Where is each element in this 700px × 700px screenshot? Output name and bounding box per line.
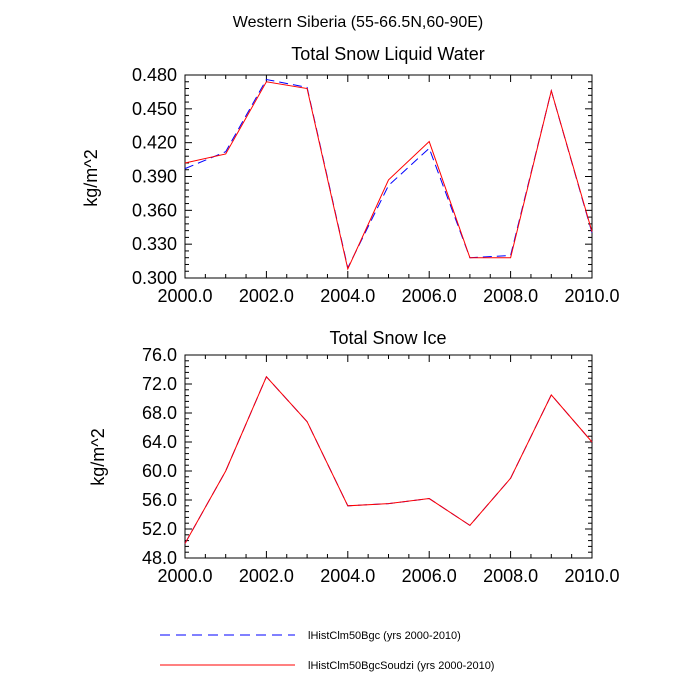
y-tick-label: 0.480 [132,65,177,85]
y-axis-label: kg/m^2 [88,428,108,485]
y-tick-label: 0.450 [132,99,177,119]
x-tick-label: 2002.0 [239,566,294,586]
x-tick-label: 2000.0 [157,566,212,586]
panel-snow-ice: Total Snow Ice kg/m^2 2000.0 2002.0 2004.0… [88,328,620,586]
chart-title: Total Snow Liquid Water [291,44,484,64]
series-line-dashed-blue [184,375,593,544]
plot-frame [184,74,593,279]
y-tick-label: 52.0 [142,519,177,539]
x-tick-label: 2010.0 [564,286,619,306]
legend: lHistClm50Bgc (yrs 2000-2010) lHistClm50… [160,630,494,672]
x-tick-label: 2006.0 [402,286,457,306]
x-tick-label: 2008.0 [483,566,538,586]
y-tick-label: 0.360 [132,200,177,220]
y-tick-label: 72.0 [142,374,177,394]
x-tick-label: 2010.0 [564,566,619,586]
y-axis-label: kg/m^2 [81,149,101,206]
y-tick-label: 64.0 [142,432,177,452]
legend-entry: lHistClm50Bgc (yrs 2000-2010) [308,630,461,642]
y-tick-label: 0.330 [132,234,177,254]
series-line-solid-red [184,81,593,271]
y-tick-label: 76.0 [142,345,177,365]
y-tick-label: 0.390 [132,167,177,187]
x-tick-label: 2000.0 [157,286,212,306]
chart-title: Total Snow Ice [329,328,446,348]
x-tick-label: 2002.0 [239,286,294,306]
figure-title: Western Siberia (55-66.5N,60-90E) [233,14,484,31]
y-tick-label: 68.0 [142,403,177,423]
legend-entry: lHistClm50BgcSoudzi (yrs 2000-2010) [308,660,494,672]
series-line-solid-red [184,375,593,544]
y-tick-label: 60.0 [142,461,177,481]
panel-snow-liquid-water: Total Snow Liquid Water kg/m^2 2000.0 200… [81,44,620,306]
y-tick-label: 56.0 [142,490,177,510]
plot-frame [184,354,593,559]
y-tick-label: 0.300 [132,268,177,288]
x-tick-label: 2008.0 [483,286,538,306]
y-tick-label: 48.0 [142,548,177,568]
x-tick-label: 2006.0 [402,566,457,586]
x-tick-label: 2004.0 [320,566,375,586]
x-tick-label: 2004.0 [320,286,375,306]
y-tick-label: 0.420 [132,133,177,153]
